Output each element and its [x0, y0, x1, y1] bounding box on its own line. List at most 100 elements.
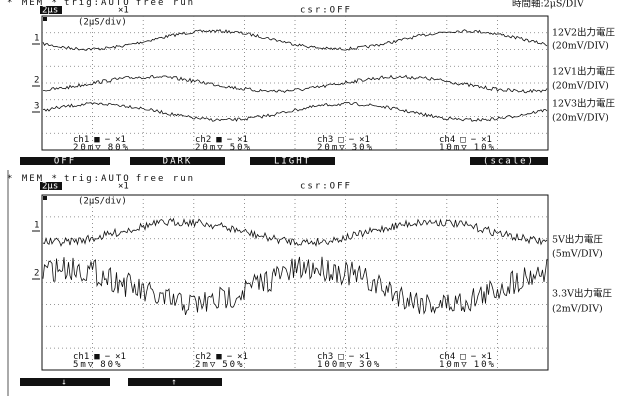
trace-label: 12V3出力電圧: [552, 98, 615, 110]
channel-setting: 20m▽ 30%: [317, 143, 374, 153]
text-part: 50%: [230, 143, 252, 153]
text-part: ×1: [481, 135, 492, 145]
text-part: □: [338, 352, 344, 362]
text-part: 10%: [474, 143, 496, 153]
channel-marker: 2: [34, 269, 39, 279]
text-part: 10m▽: [439, 360, 469, 370]
text-part: −: [105, 352, 111, 362]
trace-label: 12V2出力電圧: [552, 27, 615, 39]
text-part: 10m▽: [439, 143, 469, 153]
text-part: ch1: [73, 135, 89, 145]
channel-readout: ch1 ■ − ×1: [73, 352, 126, 362]
waveform: [43, 74, 548, 94]
scope-header: * MEM * trig:AUTO free run: [7, 0, 195, 8]
text-part: 5m▽: [73, 360, 95, 370]
text-part: □: [460, 352, 466, 362]
text-part: ch1: [73, 352, 89, 362]
text-part: ×1: [237, 135, 248, 145]
text-part: free run: [136, 174, 195, 184]
text-part: 80%: [100, 360, 122, 370]
trace-label: 5V出力電圧: [552, 234, 603, 246]
text-part: 80%: [108, 143, 130, 153]
text-part: 10%: [474, 360, 496, 370]
zoom: ×1: [118, 182, 129, 192]
text-part: □: [338, 135, 344, 145]
cursor: csr:OFF: [300, 182, 352, 192]
text-part: ×1: [237, 352, 248, 362]
menu-button: [250, 157, 335, 165]
text-part: 20m▽: [317, 143, 347, 153]
text-part: trig:AUTO: [64, 174, 131, 184]
text-part: * MEM *: [7, 0, 59, 8]
channel-readout: ch3 □ − ×1: [317, 135, 370, 145]
trigger-marker: [43, 17, 47, 21]
text-part: 100m▽: [317, 360, 354, 370]
text-part: 2m▽: [195, 360, 217, 370]
channel-setting: 10m▽ 10%: [439, 360, 496, 370]
text-part: ch4: [439, 135, 455, 145]
timebase-box: [40, 182, 62, 190]
trace-scale: (5mV/DIV): [552, 249, 603, 260]
text-part: ×1: [115, 352, 126, 362]
timebase: 2μs: [42, 6, 58, 16]
waveform: [42, 217, 548, 247]
menu-button: [20, 378, 110, 386]
text-part: 30%: [352, 143, 374, 153]
text-part: ×1: [359, 352, 370, 362]
channel-readout: ch2 ■ − ×1: [195, 135, 248, 145]
channel-setting: 10m▽ 10%: [439, 143, 496, 153]
text-part: ■: [216, 352, 222, 362]
text-part: ×1: [115, 135, 126, 145]
caption: 時間軸:2μS/DIV: [512, 0, 584, 10]
waveform: [42, 102, 548, 122]
text-part: ch4: [439, 352, 455, 362]
text-part: 20m▽: [73, 143, 103, 153]
menu-label: DARK: [163, 157, 193, 167]
timebase: 2μs: [42, 182, 58, 192]
channel-setting: 2m▽ 50%: [195, 360, 245, 370]
trace-scale: (20mV/DIV): [552, 81, 609, 92]
text-part: ■: [94, 352, 100, 362]
text-part: −: [471, 135, 477, 145]
text-part: 50%: [222, 360, 244, 370]
channel-marker: 2: [34, 76, 39, 86]
text-part: □: [460, 135, 466, 145]
trace-scale: (20mV/DIV): [552, 41, 609, 52]
text-part: 20m▽: [195, 143, 225, 153]
channel-setting: 5m▽ 80%: [73, 360, 123, 370]
channel-marker: 1: [34, 34, 39, 44]
menu-button: [128, 378, 222, 386]
menu-label: ↑: [171, 378, 178, 388]
channel-readout: ch4 □ − ×1: [439, 352, 492, 362]
text-part: −: [349, 135, 355, 145]
text-part: −: [349, 352, 355, 362]
scope-header: * MEM * trig:AUTO free run: [7, 174, 195, 184]
timebase-box: [40, 6, 62, 14]
text-part: ■: [216, 135, 222, 145]
channel-marker: 1: [34, 221, 39, 231]
menu-label: OFF: [54, 157, 76, 167]
text-part: trig:AUTO: [64, 0, 131, 8]
trace-scale: (2mV/DIV): [552, 304, 603, 315]
trace-label: 3.3V出力電圧: [552, 288, 612, 300]
zoom: ×1: [118, 6, 129, 16]
menu-label: (scale): [483, 157, 535, 167]
channel-readout: ch3 □ − ×1: [317, 352, 370, 362]
channel-setting: 100m▽ 30%: [317, 360, 381, 370]
text-part: * MEM *: [7, 174, 59, 184]
menu-label: LIGHT: [274, 157, 311, 167]
text-part: ch3: [317, 135, 333, 145]
channel-setting: 20m▽ 80%: [73, 143, 130, 153]
waveform: [42, 28, 548, 51]
trace-scale: (20mV/DIV): [552, 113, 609, 124]
div-label: (2μS/div): [78, 18, 127, 28]
trace-label: 12V1出力電圧: [552, 66, 615, 78]
channel-setting: 20m▽ 50%: [195, 143, 252, 153]
text-part: 30%: [359, 360, 381, 370]
text-part: ch2: [195, 352, 211, 362]
div-label: (2μS/div): [78, 197, 127, 207]
text-part: free run: [136, 0, 195, 8]
text-part: ×1: [481, 352, 492, 362]
